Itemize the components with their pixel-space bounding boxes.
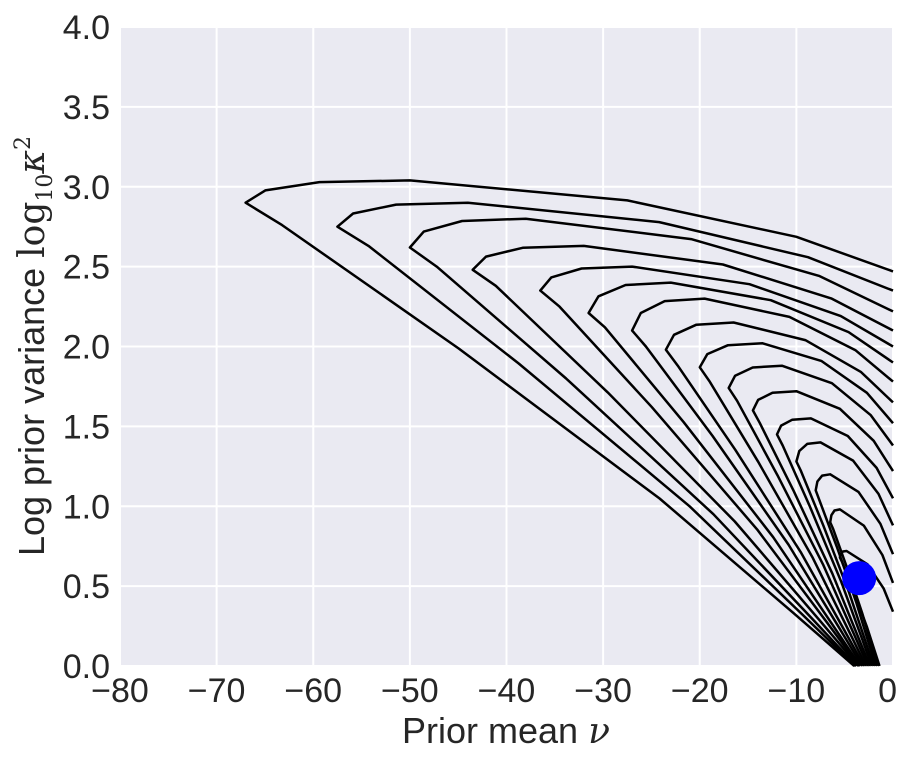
optimum-marker (842, 561, 877, 596)
y-tick-label: 3.5 (63, 89, 110, 127)
x-tick-label: −50 (381, 672, 439, 710)
contour-line (727, 364, 895, 667)
x-tick-label: −80 (91, 672, 149, 710)
contour-lines (244, 179, 895, 667)
y-tick-labels: 0.0 0.5 1.0 1.5 2.0 2.5 3.0 3.5 4.0 (63, 9, 110, 686)
contour-line (751, 389, 895, 667)
x-tick-label: −20 (671, 672, 729, 710)
contour-line (244, 179, 894, 667)
x-axis-label-text: Prior mean (402, 710, 578, 751)
y-axis-label-subscript: 10 (33, 174, 58, 202)
y-tick-label: 3.0 (63, 169, 110, 207)
contour-line (408, 217, 894, 667)
contour-line (775, 417, 895, 667)
y-tick-label: 0.0 (63, 648, 110, 686)
y-axis-label-superscript: 2 (11, 136, 36, 150)
y-axis-label-kappa: κ (12, 150, 53, 175)
y-axis-label-log: log (12, 202, 53, 258)
y-tick-label: 1.0 (63, 488, 110, 526)
y-tick-label: 2.5 (63, 249, 110, 287)
contour-line (630, 297, 894, 667)
x-tick-label: 0 (878, 672, 897, 710)
y-tick-label: 1.5 (63, 408, 110, 446)
y-axis-label: Log prior variance log10κ2 (11, 136, 58, 556)
contour-line (539, 265, 894, 667)
x-tick-label: −30 (574, 672, 632, 710)
x-tick-label: −70 (188, 672, 246, 710)
y-tick-label: 2.0 (63, 329, 110, 367)
contour-line (795, 441, 895, 667)
x-tick-labels: −80 −70 −60 −50 −40 −30 −20 −10 0 (91, 672, 897, 710)
contour-line (664, 321, 894, 667)
y-tick-label: 4.0 (63, 9, 110, 47)
contour-line (587, 281, 894, 667)
x-tick-label: −60 (284, 672, 342, 710)
y-axis-label-text: Log prior variance (11, 268, 52, 556)
x-axis-label-symbol: ν (588, 711, 610, 752)
y-tick-label: 0.5 (63, 568, 110, 606)
contour-line (698, 342, 894, 667)
contour-line (471, 244, 894, 667)
x-axis-label: Prior mean ν (402, 710, 610, 752)
contour-line (814, 473, 895, 667)
x-tick-label: −10 (768, 672, 826, 710)
grid-lines (119, 26, 894, 667)
x-tick-label: −40 (478, 672, 536, 710)
contour-line (336, 201, 894, 667)
